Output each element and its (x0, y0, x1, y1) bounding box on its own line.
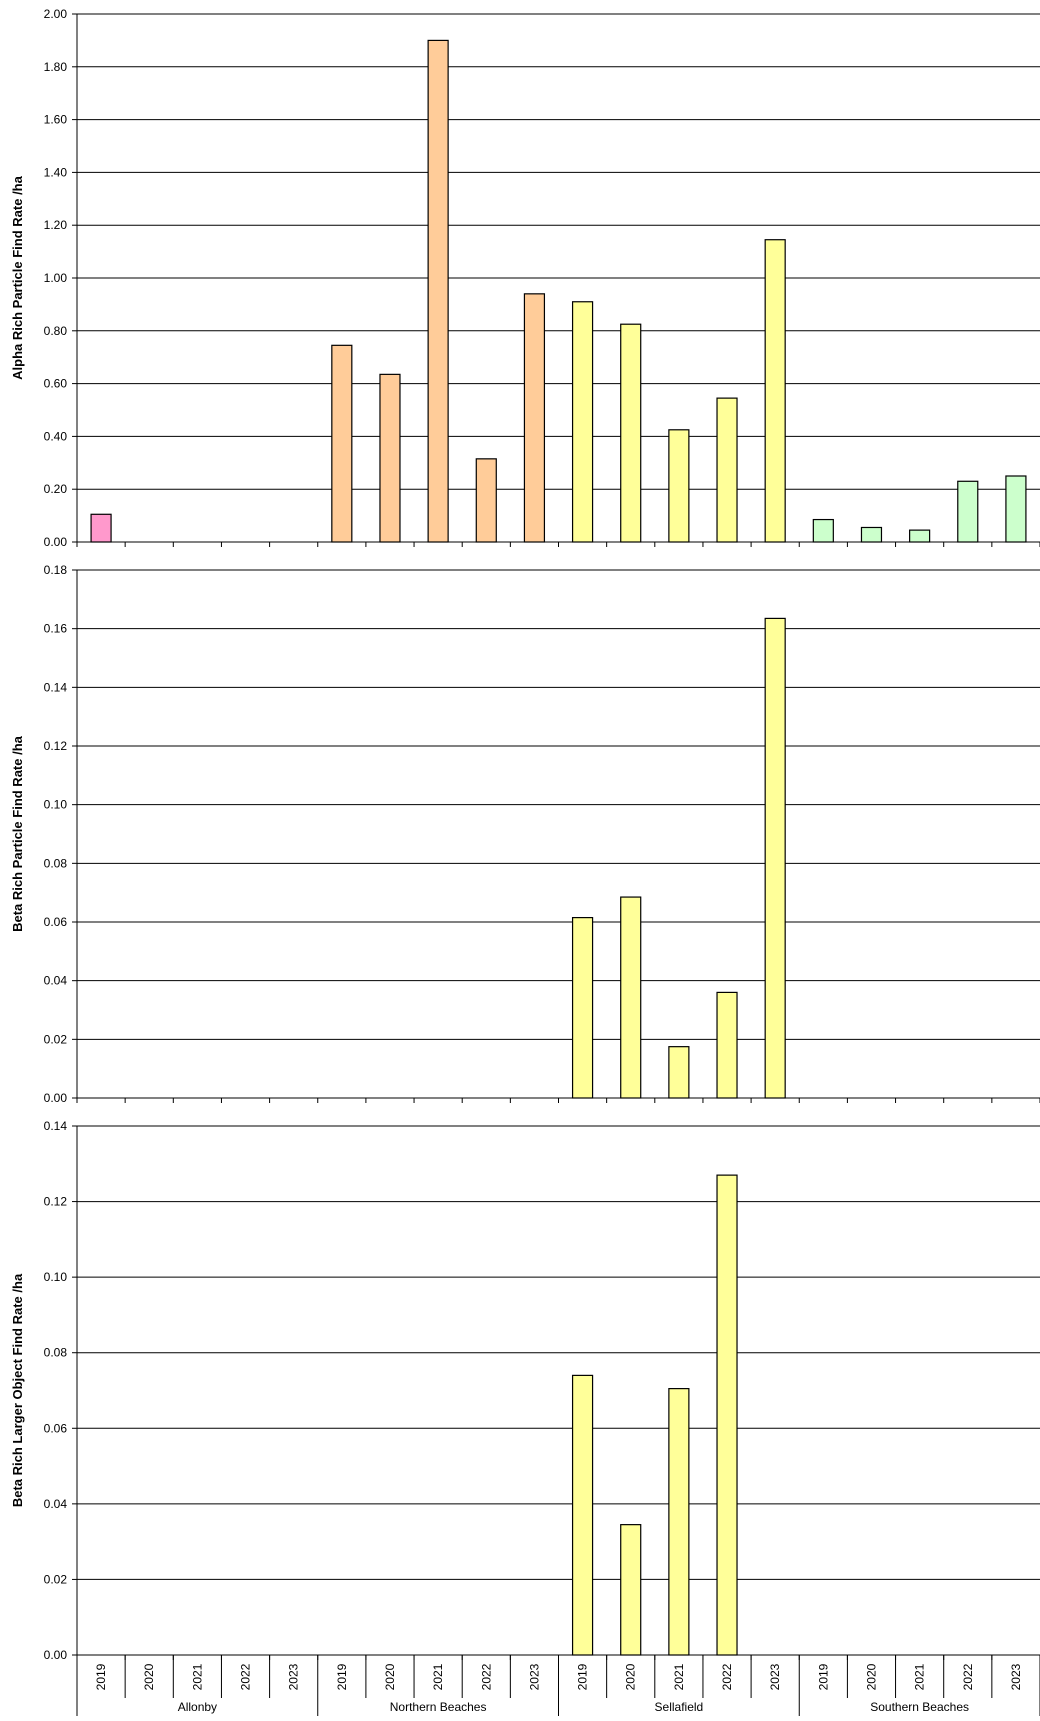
y-axis-label: Beta Rich Particle Find Rate /ha (10, 735, 25, 932)
bar-sellafield-2021 (668, 1046, 690, 1099)
y-tick-label: 0.10 (44, 1270, 68, 1284)
y-tick-label: 1.00 (44, 271, 68, 285)
x-year-label: 2019 (335, 1663, 349, 1690)
x-year-label: 2019 (816, 1663, 830, 1690)
y-tick-label: 0.06 (44, 915, 68, 929)
y-tick-label: 0.04 (44, 974, 68, 988)
bar-southern-beaches-2020 (860, 526, 883, 543)
bar-sellafield-2022 (716, 397, 738, 543)
y-tick-label: 0.06 (44, 1421, 68, 1435)
x-year-label: 2021 (672, 1663, 686, 1690)
bar-sellafield-2020 (620, 323, 642, 543)
y-tick-label: 0.14 (44, 1119, 68, 1133)
chart-panel-3: 0.00 0.02 0.04 0.06 0.08 0.10 0.12 0.14 Beta Ric… (10, 1119, 1040, 1662)
x-year-label: 2022 (479, 1663, 493, 1690)
y-tick-label: 1.20 (44, 218, 68, 232)
bar-southern-beaches-2021 (909, 529, 931, 543)
x-year-label: 2019 (94, 1663, 108, 1690)
x-group-label: Allonby (178, 1700, 217, 1714)
y-axis-label: Alpha Rich Particle Find Rate /ha (10, 175, 25, 379)
y-tick-label: 0.02 (44, 1572, 68, 1586)
bar-northern-beaches-2021 (427, 39, 449, 543)
y-tick-label: 0.18 (44, 563, 68, 577)
bar-sellafield-2022 (716, 991, 738, 1099)
y-tick-label: 0.04 (44, 1497, 68, 1511)
y-tick-label: 1.80 (44, 60, 68, 74)
x-year-label: 2020 (624, 1663, 638, 1690)
x-year-label: 2022 (720, 1663, 734, 1690)
x-year-label: 2023 (527, 1663, 541, 1690)
bar-southern-beaches-2022 (957, 480, 979, 543)
bar-sellafield-2019 (571, 1374, 594, 1656)
bar-sellafield-2019 (571, 301, 594, 543)
y-tick-label: 0.02 (44, 1032, 68, 1046)
y-tick-label: 0.16 (44, 622, 68, 636)
x-year-label: 2019 (576, 1663, 590, 1690)
y-tick-label: 1.60 (44, 113, 68, 127)
bar-sellafield-2019 (571, 916, 594, 1099)
x-year-label: 2023 (768, 1663, 782, 1690)
bar-southern-beaches-2019 (812, 518, 834, 543)
y-tick-label: 0.60 (44, 377, 68, 391)
bar-northern-beaches-2023 (523, 293, 546, 543)
y-axis-label: Beta Rich Larger Object Find Rate /ha (10, 1273, 25, 1507)
y-tick-label: 0.80 (44, 324, 68, 338)
y-tick-label: 0.00 (44, 535, 68, 549)
bar-northern-beaches-2022 (475, 458, 497, 543)
y-tick-label: 1.40 (44, 165, 68, 179)
x-year-label: 2021 (431, 1663, 445, 1690)
x-group-label: Sellafield (655, 1700, 704, 1714)
x-year-label: 2023 (1009, 1663, 1023, 1690)
x-year-label: 2020 (383, 1663, 397, 1690)
bar-sellafield-2020 (620, 896, 642, 1099)
y-tick-label: 0.00 (44, 1648, 68, 1662)
x-year-label: 2021 (190, 1663, 204, 1690)
chart-panel-1: 0.00 0.20 0.40 0.60 0.80 1.00 1.20 1.40 1.60 1.80… (10, 7, 1040, 549)
bar-southern-beaches-2023 (1005, 475, 1027, 543)
bar-sellafield-2023 (764, 617, 786, 1099)
bar-sellafield-2022 (716, 1174, 738, 1656)
bar-northern-beaches-2019 (331, 344, 353, 543)
x-group-label: Southern Beaches (870, 1700, 969, 1714)
bar-allonby-2019 (90, 513, 112, 543)
bar-sellafield-2021 (668, 1388, 690, 1656)
x-year-label: 2022 (961, 1663, 975, 1690)
bar-sellafield-2023 (764, 239, 786, 543)
x-year-label: 2021 (913, 1663, 927, 1690)
y-tick-label: 0.40 (44, 429, 68, 443)
y-tick-label: 2.00 (44, 7, 68, 21)
y-tick-label: 0.08 (44, 856, 68, 870)
y-tick-label: 0.08 (44, 1346, 68, 1360)
y-tick-label: 0.00 (44, 1091, 68, 1105)
x-year-label: 2020 (864, 1663, 878, 1690)
x-year-label: 2022 (239, 1663, 253, 1690)
x-year-label: 2023 (287, 1663, 301, 1690)
chart-panel-2: 0.00 0.02 0.04 0.06 0.08 0.10 0.12 0.14 0.16 0.18… (10, 563, 1040, 1105)
y-tick-label: 0.14 (44, 680, 68, 694)
y-tick-label: 0.12 (44, 1195, 68, 1209)
y-tick-label: 0.10 (44, 798, 68, 812)
x-category-axis: 2019 2020 2021 2022 2023 2019 2020 2021 2022 2023… (76, 1655, 1040, 1716)
bar-northern-beaches-2020 (379, 373, 401, 543)
y-tick-label: 0.20 (44, 482, 68, 496)
y-tick-label: 0.12 (44, 739, 68, 753)
bar-sellafield-2021 (668, 429, 690, 543)
bar-sellafield-2020 (620, 1524, 642, 1656)
x-group-label: Northern Beaches (390, 1700, 487, 1714)
x-year-label: 2020 (142, 1663, 156, 1690)
